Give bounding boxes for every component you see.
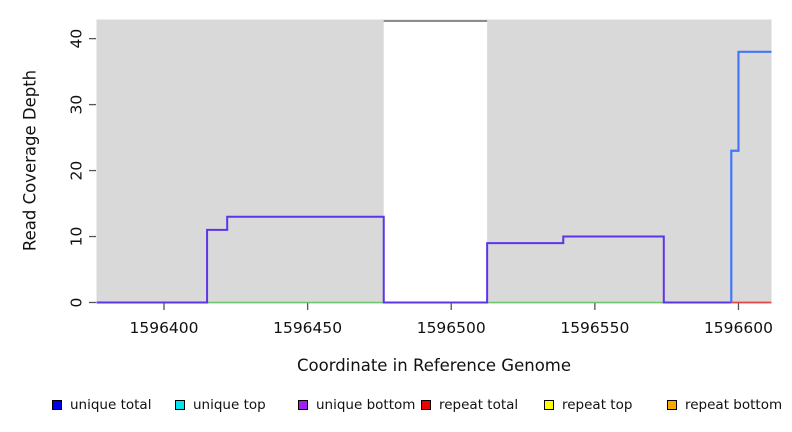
x-tick-label: 1596450 [273, 319, 342, 337]
repeat-total-swatch-icon [421, 400, 431, 410]
y-tick-label: 30 [67, 95, 85, 115]
repeat-top-swatch-icon [544, 400, 554, 410]
y-tick-label: 20 [67, 161, 85, 181]
series-unique-coverage-steps [96, 215, 732, 304]
y-tick-label: 10 [67, 227, 85, 247]
unique-total-swatch-icon [52, 400, 62, 410]
legend-item-unique-top: unique top [175, 397, 298, 413]
y-tick-label: 40 [67, 29, 85, 49]
x-tick-label: 1596500 [417, 319, 486, 337]
legend-label: repeat total [439, 397, 519, 413]
x-axis-title: Coordinate in Reference Genome [296, 356, 572, 375]
legend-item-repeat-top: repeat top [544, 397, 667, 413]
x-tick-label: 1596600 [704, 319, 773, 337]
x-tick-label: 1596550 [560, 319, 629, 337]
legend-item-unique-bottom: unique bottom [298, 397, 421, 413]
legend-item-repeat-bottom: repeat bottom [667, 397, 790, 413]
legend-label: repeat bottom [685, 397, 783, 413]
x-tick-label: 1596400 [129, 319, 198, 337]
masked-region [383, 20, 488, 304]
legend-label: unique total [70, 397, 152, 413]
repeat-bottom-swatch-icon [667, 400, 677, 410]
y-tick-label: 0 [67, 298, 85, 308]
unique-top-swatch-icon [175, 400, 185, 410]
legend-item-unique-total: unique total [52, 397, 175, 413]
legend-label: unique top [193, 397, 266, 413]
legend-label: repeat top [562, 397, 633, 413]
series-unique-total-right-peak [730, 50, 772, 303]
y-axis-title: Read Coverage Depth [20, 69, 40, 252]
legend-label: unique bottom [316, 397, 416, 413]
legend: unique total unique top unique bottom re… [52, 397, 790, 413]
unique-bottom-swatch-icon [298, 400, 308, 410]
legend-item-repeat-total: repeat total [421, 397, 544, 413]
